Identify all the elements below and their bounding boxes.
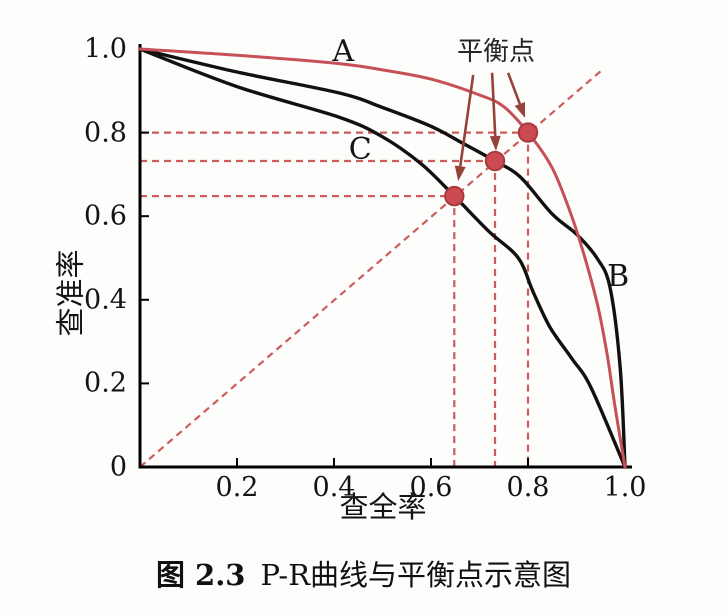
bep-arrow-head	[454, 165, 466, 182]
break-even-dot	[444, 185, 465, 207]
bep-arrow-shaft	[458, 74, 475, 167]
y-tick-label: 0.2	[84, 367, 127, 399]
x-tick-label: 1.0	[603, 472, 647, 503]
y-tick-label: 0.4	[84, 284, 127, 316]
y-tick-label: 0.6	[84, 200, 127, 232]
x-axis-label: 查全率	[339, 490, 427, 524]
x-tick-label: 0.6	[409, 472, 453, 503]
curve-B	[138, 47, 627, 469]
axis-lines	[138, 44, 632, 469]
x-tick-label: 0.4	[312, 472, 356, 503]
break-even-dot	[517, 122, 539, 143]
curve-label-c: C	[348, 132, 372, 168]
bep-arrow-head	[514, 102, 526, 118]
curve-label-b: B	[607, 258, 630, 294]
y-axis-label: 查准率	[53, 249, 88, 337]
break-even-dot	[484, 150, 506, 172]
caption-title: P-R曲线与平衡点示意图	[260, 558, 572, 592]
curve-C	[138, 47, 627, 469]
y-tick-label: 0.8	[84, 117, 127, 149]
break-even-point-label: 平衡点	[456, 37, 536, 67]
x-tick-label: 0.2	[215, 472, 259, 503]
y-tick-label: 0	[109, 451, 127, 483]
bep-arrow-shaft	[490, 72, 497, 137]
x-tick-label: 0.8	[506, 472, 550, 503]
bep-arrow-head	[489, 135, 501, 151]
bep-arrow-shaft	[506, 72, 522, 105]
caption-number: 图 2.3	[155, 558, 246, 592]
curve-label-a: A	[332, 33, 355, 69]
y-tick-label: 1.0	[84, 33, 127, 65]
figure-caption: 图 2.3 P-R曲线与平衡点示意图	[0, 552, 727, 594]
